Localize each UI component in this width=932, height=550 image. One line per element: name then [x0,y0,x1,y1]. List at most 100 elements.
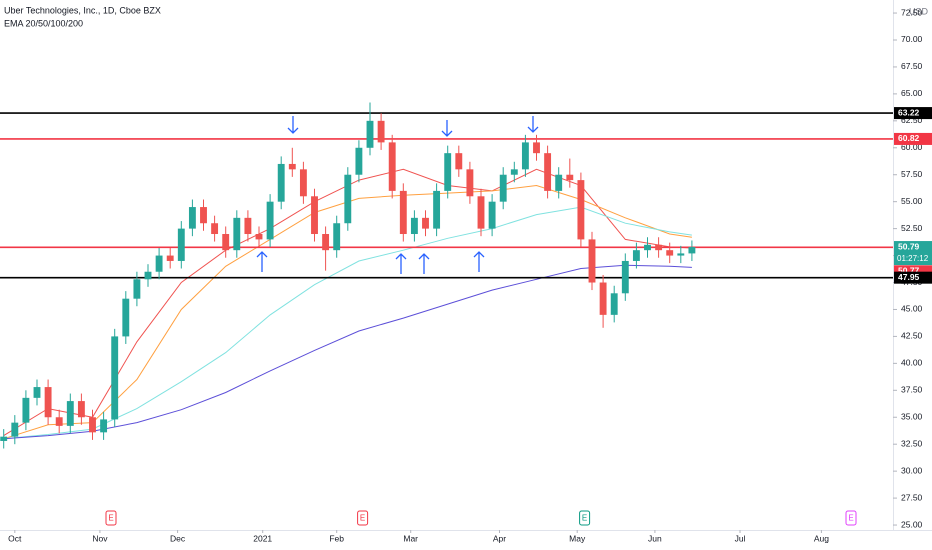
earnings-label: E [582,514,587,523]
x-tick-label: 2021 [253,533,272,543]
candle-body [544,153,552,191]
candle-body [0,436,8,441]
earnings-label: E [848,514,853,523]
price-label: 50.79 [898,241,920,251]
candle-body [266,201,274,240]
earnings-marker: E [845,510,857,526]
candle-body [155,255,163,272]
candle-body [666,250,674,256]
y-tick-label: 27.50 [901,492,923,502]
candle-body [322,234,330,251]
y-tick-label: 45.00 [901,304,923,314]
y-tick-label: 72.50 [901,7,923,17]
earnings-marker: E [579,510,591,526]
candle-body [377,120,385,143]
y-tick-label: 55.00 [901,196,923,206]
x-tick-label: Aug [814,533,829,543]
y-tick-label: 40.00 [901,358,923,368]
candle-body [244,217,252,235]
candle-body [122,298,130,337]
candle-body [33,387,41,398]
candle-body [89,417,96,433]
arrow-down [527,116,539,133]
x-tick-label: Jun [648,533,662,543]
y-tick-label: 67.50 [901,61,923,71]
candle-body [455,153,463,170]
candle-body [621,260,629,294]
candle-body [22,397,30,423]
candle-body [433,190,441,229]
arrow-down [441,120,453,137]
x-tick-label: Dec [170,533,186,543]
y-tick-label: 57.50 [901,169,923,179]
y-tick-label: 35.00 [901,412,923,422]
earnings-badge [357,510,369,526]
price-label-box [894,107,932,120]
candle-body [222,234,230,251]
candle-body [399,190,407,235]
candle-body [677,253,685,256]
x-tick-label: May [569,533,586,543]
y-tick-label: 52.50 [901,223,923,233]
price-label: 50.77 [898,266,920,276]
y-tick-label: 30.00 [901,465,923,475]
earnings-badge [579,510,591,526]
earnings-label: E [108,514,113,523]
price-label: 47.95 [898,272,920,282]
candle-body [233,217,241,251]
candle-body [410,217,418,235]
candle-body [11,422,19,437]
candle-body [599,282,607,315]
candle-body [610,293,618,315]
chart-title: Uber Technologies, Inc., 1D, Cboe BZX [4,5,161,15]
y-tick-label: 42.50 [901,331,923,341]
earnings-label: E [360,514,365,523]
candle-body [288,163,296,170]
candle-body [566,174,574,181]
candle-body [444,153,452,191]
earnings-badge [105,510,117,526]
candle-body [422,217,429,229]
candle-body [477,196,485,229]
countdown: 01:27:12 [897,254,929,263]
candle-body [533,142,540,154]
earnings-marker: E [357,510,369,526]
price-label-box [894,241,932,266]
y-tick-label: 62.50 [901,115,923,125]
candle-body [632,250,640,261]
y-tick-label: 65.00 [901,88,923,98]
x-tick-label: Jul [735,533,746,543]
arrow-up [473,251,485,272]
candle-body [521,142,529,170]
annotation-arrows [256,116,539,274]
candle-body [588,239,596,283]
candle-body [299,169,307,197]
price-label: 63.22 [898,107,920,117]
candle-body [366,120,374,148]
indicator-label: EMA 20/50/100/200 [4,18,83,28]
candle-body [255,234,263,240]
candle-body [144,271,152,280]
candle-body [55,417,63,426]
earnings-badge [845,510,857,526]
y-tick-label: 70.00 [901,34,923,44]
arrow-up [395,253,407,274]
currency-label: USD [909,6,929,16]
price-label: 60.82 [898,133,920,143]
price-label-box [894,132,932,145]
arrow-down [287,116,299,134]
candle-body [277,163,285,202]
candle-body [577,180,585,240]
candle-body [200,207,207,224]
ema-line [3,206,692,440]
candle-body [44,387,52,418]
earnings-marker: E [105,510,117,526]
candle-body [111,336,119,420]
candle-body [644,244,651,251]
x-tick-label: Feb [329,533,344,543]
candle-body [466,169,474,197]
candle-body [66,401,74,426]
